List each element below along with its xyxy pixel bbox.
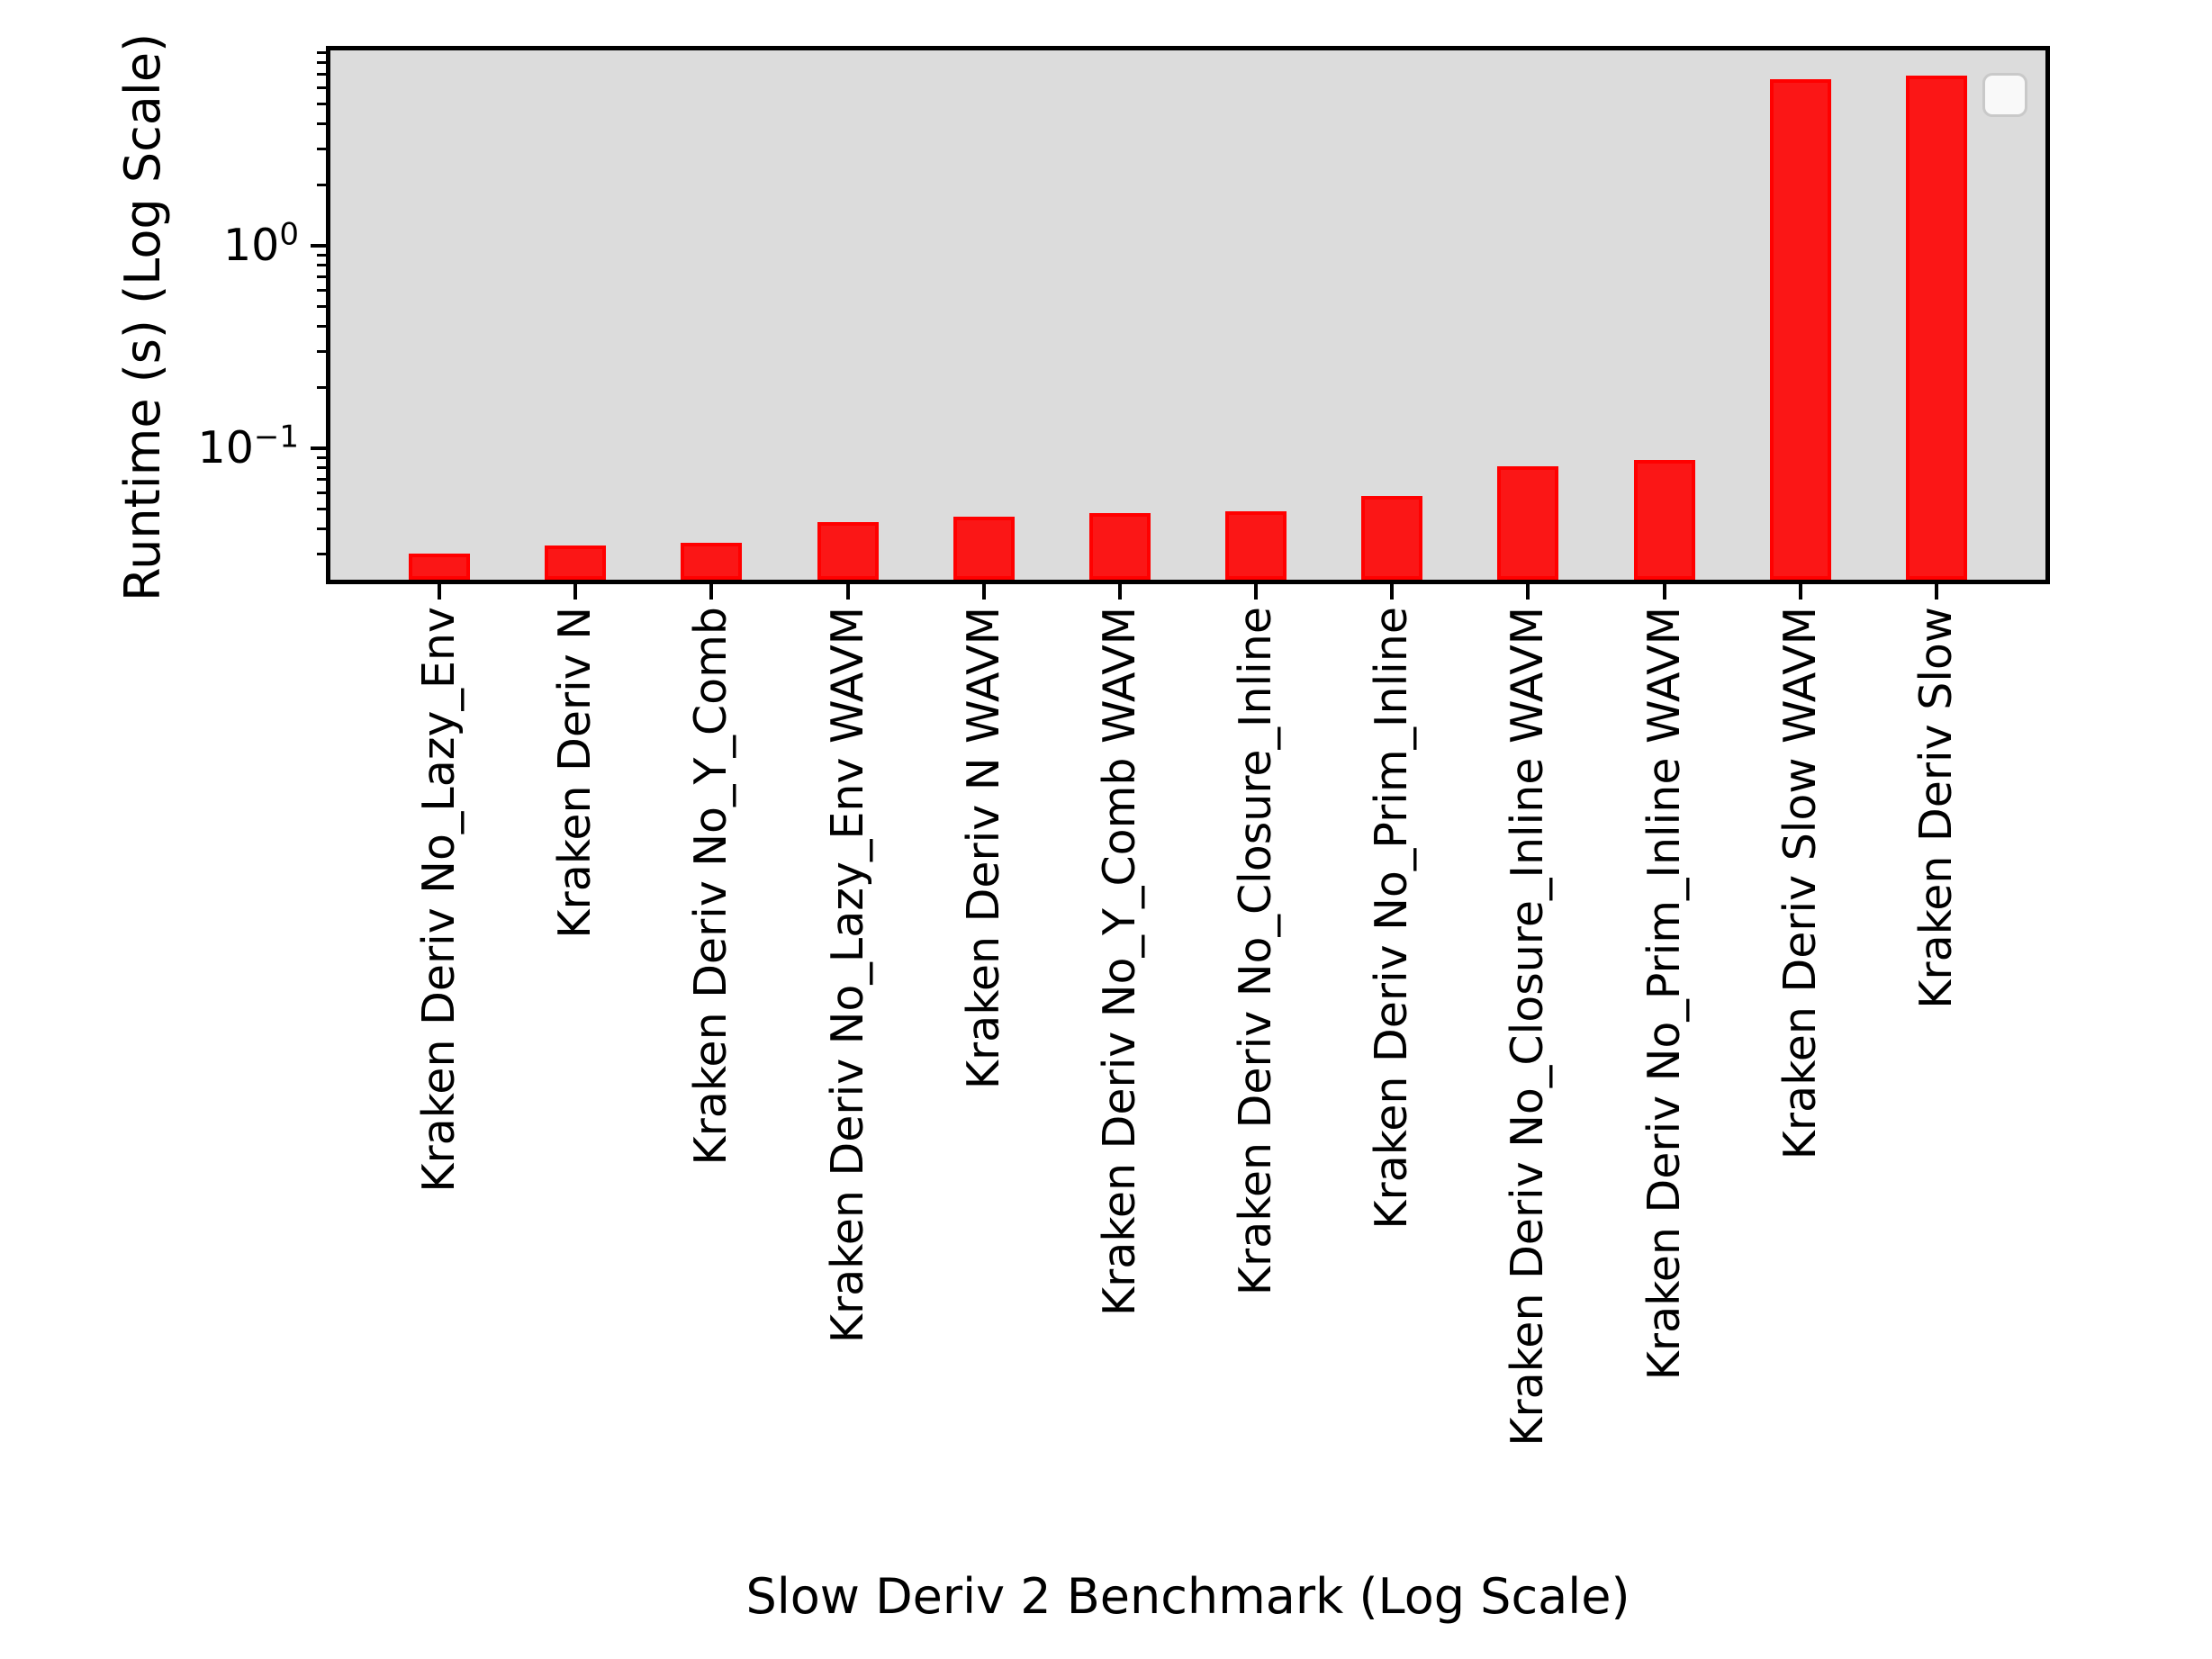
bar-4 xyxy=(953,516,1015,580)
x-tick-6 xyxy=(1254,584,1259,600)
y-tick-minor xyxy=(317,183,326,186)
y-tick-minor xyxy=(317,61,326,65)
x-tick-label-5: Kraken Deriv No_Y_Comb WAVM xyxy=(1093,607,1145,1317)
x-tick-8 xyxy=(1526,584,1530,600)
y-axis-label: Runtime (s) (Log Scale) xyxy=(114,32,171,601)
x-tick-1 xyxy=(573,584,578,600)
y-tick-minor xyxy=(317,289,326,293)
x-tick-label-0: Kraken Deriv No_Lazy_Env xyxy=(412,607,465,1193)
x-tick-5 xyxy=(1117,584,1122,600)
bar-1 xyxy=(545,545,607,580)
y-tick-label-0: 100 xyxy=(223,216,299,271)
x-tick-3 xyxy=(845,584,850,600)
y-tick-minor xyxy=(317,527,326,530)
y-tick-label-1: 10−1 xyxy=(197,419,299,473)
x-tick-0 xyxy=(437,584,441,600)
bar-5 xyxy=(1088,512,1151,580)
x-tick-label-6: Kraken Deriv No_Closure_Inline xyxy=(1230,607,1282,1296)
x-tick-label-1: Kraken Deriv N xyxy=(549,607,601,939)
y-tick-minor xyxy=(317,508,326,511)
bar-2 xyxy=(681,543,743,580)
y-tick-minor xyxy=(317,253,326,257)
y-tick-minor xyxy=(317,478,326,482)
y-tick-minor xyxy=(317,103,326,106)
x-tick-label-8: Kraken Deriv No_Closure_Inline WAVM xyxy=(1502,607,1554,1447)
y-tick-minor xyxy=(317,122,326,125)
y-tick-minor xyxy=(317,73,326,77)
bar-7 xyxy=(1361,496,1423,580)
bar-8 xyxy=(1497,466,1559,580)
x-tick-label-9: Kraken Deriv No_Prim_Inline WAVM xyxy=(1638,607,1690,1381)
y-tick-minor xyxy=(317,86,326,90)
x-tick-7 xyxy=(1390,584,1395,600)
x-tick-10 xyxy=(1798,584,1802,600)
bar-0 xyxy=(408,554,470,580)
bar-6 xyxy=(1225,510,1287,580)
x-tick-label-11: Kraken Deriv Slow xyxy=(1910,607,1963,1009)
x-axis-label: Slow Deriv 2 Benchmark (Log Scale) xyxy=(745,1568,1630,1625)
y-tick-minor xyxy=(317,324,326,328)
x-tick-label-7: Kraken Deriv No_Prim_Inline xyxy=(1366,607,1418,1230)
x-tick-2 xyxy=(709,584,714,600)
x-tick-label-2: Kraken Deriv No_Y_Comb xyxy=(685,607,737,1166)
y-tick-major-1 xyxy=(311,446,326,450)
y-tick-minor xyxy=(317,385,326,389)
x-tick-11 xyxy=(1935,584,1939,600)
y-tick-minor xyxy=(317,552,326,555)
plot-area xyxy=(326,46,2050,584)
y-tick-minor xyxy=(317,275,326,279)
y-tick-minor xyxy=(317,466,326,470)
x-tick-9 xyxy=(1662,584,1666,600)
bar-9 xyxy=(1633,460,1695,580)
x-tick-4 xyxy=(981,584,986,600)
x-tick-label-10: Kraken Deriv Slow WAVM xyxy=(1774,607,1826,1160)
x-tick-label-3: Kraken Deriv No_Lazy_Env WAVM xyxy=(821,607,873,1344)
y-tick-minor xyxy=(317,491,326,495)
y-tick-minor xyxy=(317,349,326,353)
y-tick-minor xyxy=(317,147,326,150)
y-tick-minor xyxy=(317,50,326,54)
bar-10 xyxy=(1769,79,1831,580)
x-tick-label-4: Kraken Deriv N WAVM xyxy=(957,607,1009,1090)
y-tick-minor xyxy=(317,455,326,459)
y-tick-major-0 xyxy=(311,243,326,248)
y-tick-minor xyxy=(317,264,326,267)
bar-11 xyxy=(1906,76,1968,580)
y-tick-minor xyxy=(317,305,326,309)
bar-3 xyxy=(817,522,879,580)
legend-box xyxy=(1982,73,2027,117)
